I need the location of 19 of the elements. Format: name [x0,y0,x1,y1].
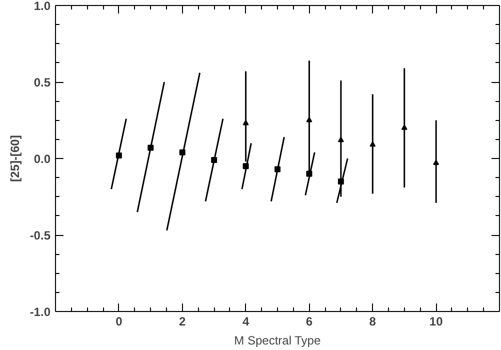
point [401,124,408,130]
x-tick-label: 2 [179,314,186,328]
point [433,160,440,166]
y-axis-title: [25]-[60] [8,135,22,182]
x-tick-label: 4 [242,314,250,328]
point [242,120,249,126]
y-tick-label: 0.0 [34,152,51,166]
y-tick-label: 1.0 [34,0,51,13]
point [370,141,376,147]
x-tick-label: 6 [306,314,313,328]
point [338,136,344,142]
x-axis-title: M Spectral Type [234,334,321,348]
y-tick-label: -0.5 [30,228,51,242]
y-tick-label: 0.5 [34,76,51,90]
point [306,116,312,122]
x-tick-label: 8 [369,314,376,328]
y-tick-label: -1.0 [30,305,51,319]
x-tick-label: 10 [429,314,444,328]
x-tick-label: 0 [116,314,123,328]
